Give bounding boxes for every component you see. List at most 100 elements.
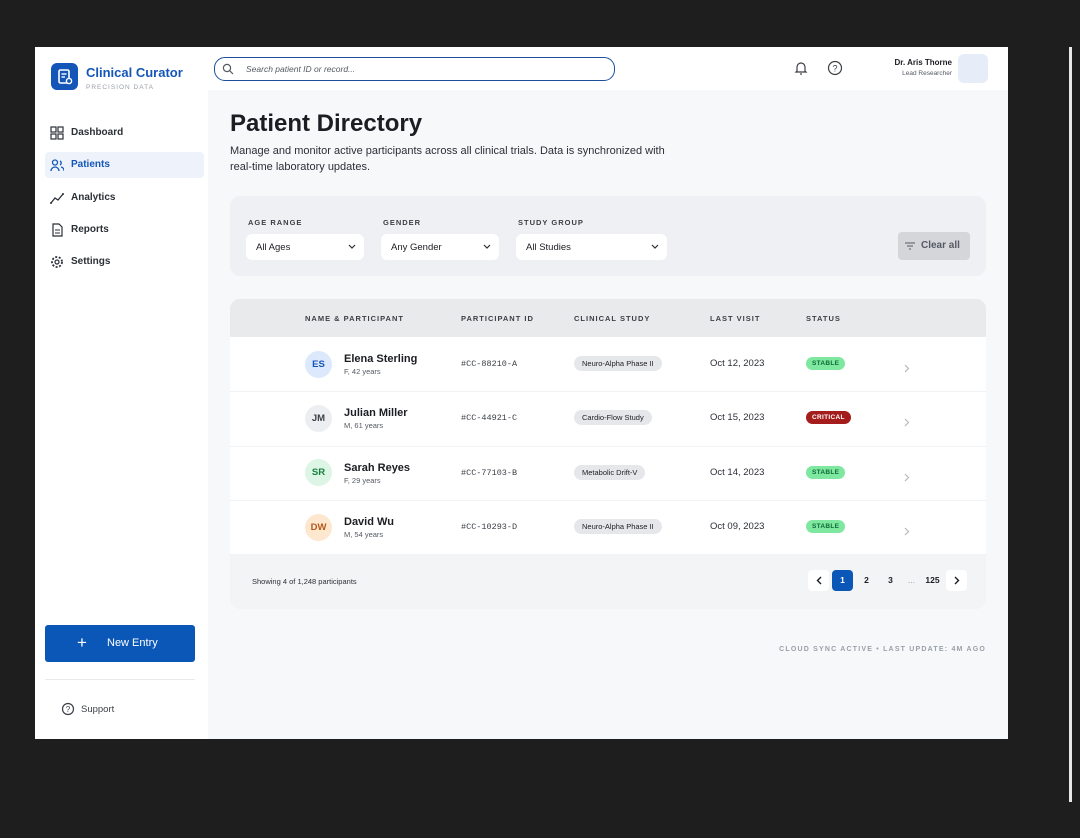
nav-label: Reports [71,224,109,235]
brand: Clinical Curator [86,65,183,80]
next-page[interactable] [946,570,967,591]
status-badge: STABLE [806,357,846,370]
table-card [230,299,986,609]
row-chevron[interactable] [904,523,910,541]
user-name: Dr. Aris Thorne [894,58,953,67]
row-chevron[interactable] [904,469,910,487]
page-description: Manage and monitor active participants a… [230,145,665,173]
column-header: CLINICAL STUDY [574,314,651,323]
search-placeholder: Search patient ID or record... [246,64,356,74]
nav-icon [52,223,63,237]
logo-icon [58,69,73,85]
filter-select[interactable]: All Ages [246,234,364,260]
filter-value: All Studies [526,242,571,253]
edge-line [1069,47,1072,802]
nav-item[interactable]: Dashboard [45,120,204,146]
nav-item[interactable]: Patients [45,152,204,178]
chevron-icon [904,364,910,373]
search-icon [222,63,234,75]
nav-item[interactable]: Analytics [45,185,204,211]
support-icon: ? [61,702,75,716]
prev-page[interactable] [808,570,829,591]
avatar: SR [305,459,332,487]
last-visit: Oct 09, 2023 [710,521,765,533]
svg-text:?: ? [832,64,837,74]
last-visit: Oct 14, 2023 [710,466,765,478]
chevron-icon [904,418,910,427]
study-chip: Neuro-Alpha Phase II [574,356,662,371]
filter-label: AGE RANGE [248,218,303,227]
nav-label: Analytics [71,192,116,203]
row-divider [230,391,986,393]
filter-label: STUDY GROUP [518,218,584,227]
nav-icon [50,193,64,204]
row-divider [230,445,986,447]
svg-text:?: ? [66,705,71,714]
new-entry-button[interactable]: + New Entry [45,625,195,662]
column-header: STATUS [806,314,841,323]
patient-details: M, 54 years [344,530,384,540]
chevron-icon [651,244,659,249]
page-button[interactable]: 125 [925,575,940,585]
chevron-icon [954,576,959,585]
user-avatar[interactable] [958,54,988,83]
nav-item[interactable]: Settings [45,249,204,275]
showing-count: Showing 4 of 1,248 participants [252,577,357,586]
participant-id: #CC-77103-B [461,467,518,478]
patient-details: M, 61 years [344,421,384,431]
avatar: JM [305,404,332,432]
page-button[interactable]: 2 [864,575,869,585]
last-visit: Oct 12, 2023 [710,358,765,369]
new-entry-label: New Entry [107,637,158,649]
patient-name[interactable]: David Wu [344,516,394,529]
filter-value: Any Gender [391,242,442,253]
clear-all-label: Clear all [921,240,960,251]
participant-id: #CC-44921-C [461,413,518,424]
filter-select[interactable]: All Studies [516,234,667,260]
patient-name[interactable]: Julian Miller [344,407,408,420]
study-chip: Cardio-Flow Study [574,410,652,426]
avatar: DW [305,513,332,541]
table-body [230,337,986,554]
notifications-icon[interactable] [794,61,808,75]
study-chip: Metabolic Drift-V [574,464,646,480]
row-chevron[interactable] [904,360,910,378]
page-ellipsis: ... [907,575,916,585]
patient-name[interactable]: Elena Sterling [344,353,418,365]
participant-id: #CC-10293-D [461,522,518,533]
help-icon[interactable]: ? [827,60,843,76]
row-chevron[interactable] [904,414,910,432]
participant-id: #CC-88210-A [461,359,518,369]
status-badge: STABLE [806,465,846,479]
avatar: ES [305,350,332,378]
nav-label: Dashboard [71,127,124,138]
last-visit: Oct 15, 2023 [710,412,765,424]
row-divider [230,500,986,502]
tagline: PRECISION DATA [86,84,154,91]
status-badge: CRITICAL [806,411,851,425]
nav-icon [51,256,63,268]
plus-icon: + [77,633,87,652]
chevron-icon [483,244,491,249]
page-button[interactable]: 3 [888,575,893,585]
page-title: Patient Directory [230,110,423,137]
column-header: LAST VISIT [710,314,761,323]
filter-label: GENDER [383,218,422,227]
clear-all-button[interactable]: Clear all [898,232,970,260]
search-box[interactable]: Search patient ID or record... [214,57,615,81]
support-label: Support [81,704,115,715]
page-button[interactable]: 1 [832,570,853,591]
nav-item[interactable]: Reports [45,217,204,243]
chevron-icon [904,527,910,536]
patient-details: F, 42 years [344,367,381,376]
chevron-icon [904,473,910,482]
chevron-icon [816,576,821,585]
column-header: PARTICIPANT ID [461,314,534,323]
patient-name[interactable]: Sarah Reyes [344,461,411,474]
filter-select[interactable]: Any Gender [381,234,499,260]
chevron-icon [348,244,356,249]
nav-icon [50,159,64,172]
study-chip: Neuro-Alpha Phase II [574,519,662,535]
